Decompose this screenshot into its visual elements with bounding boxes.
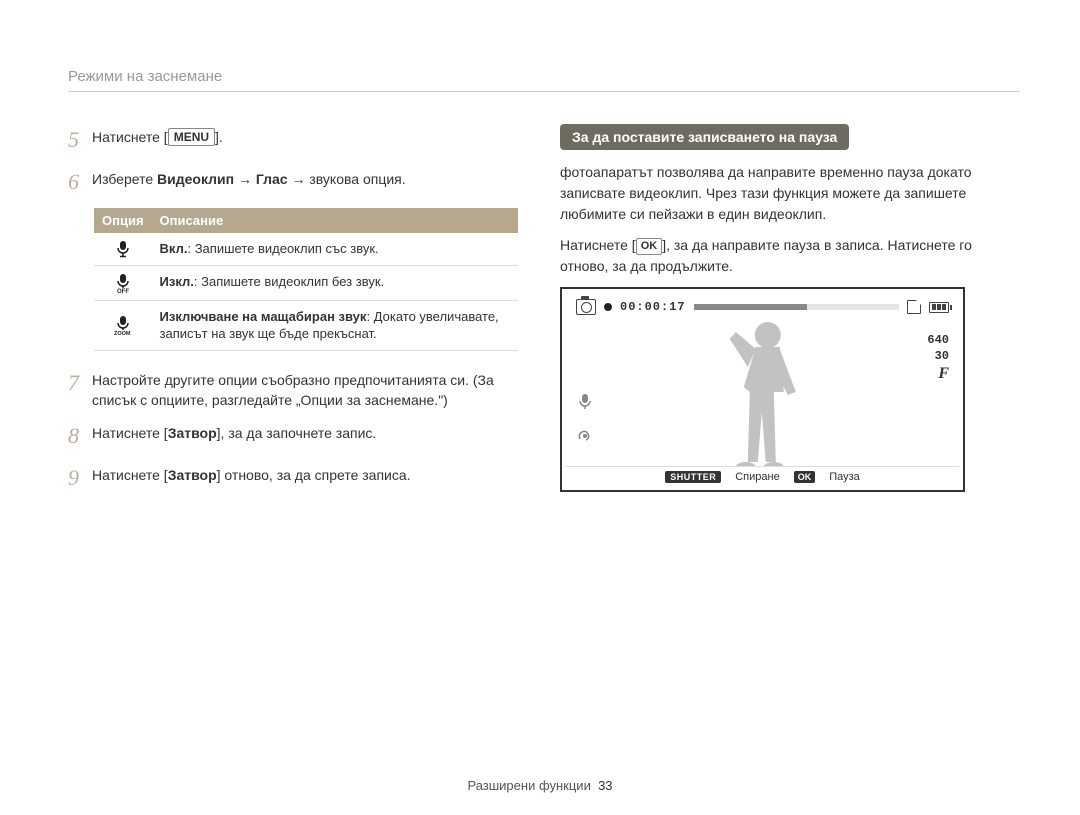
subject-silhouette: [695, 317, 815, 475]
step-body: Натиснете [Затвор], за да започнете запи…: [92, 420, 518, 443]
step-5: 5 Натиснете [MENU].: [68, 124, 518, 156]
svg-text:OFF: OFF: [117, 289, 129, 293]
step-body: Натиснете [Затвор] отново, за да спрете …: [92, 462, 518, 485]
table-header-row: Опция Описание: [94, 208, 518, 233]
ok-key-label: OK: [794, 471, 816, 483]
step-body: Настройте другите опции съобразно предпо…: [92, 367, 518, 411]
progress-fill: [694, 304, 807, 310]
step-text: ], за да започнете запис.: [217, 425, 377, 441]
resolution-indicator: 640: [927, 333, 949, 349]
step-number: 7: [68, 367, 92, 399]
footer-label: Разширени функции: [467, 778, 590, 793]
step-8: 8 Натиснете [Затвор], за да започнете за…: [68, 420, 518, 452]
step-body: Изберете Видеоклип → Глас → звукова опци…: [92, 166, 518, 189]
svg-text:ZOOM: ZOOM: [114, 331, 131, 335]
table-header: Опция: [94, 208, 152, 233]
option-bold: Вкл.: [160, 241, 188, 256]
section-header: Режими на заснемане: [68, 68, 1020, 85]
step-6: 6 Изберете Видеоклип → Глас → звукова оп…: [68, 166, 518, 198]
step-text: ] отново, за да спрете записа.: [217, 467, 411, 483]
lcd-left-indicators: [576, 393, 594, 443]
option-icon-cell: OFF: [94, 265, 152, 300]
page-footer: Разширени функции 33: [0, 778, 1080, 793]
step-text: ].: [215, 129, 223, 145]
option-icon-cell: [94, 233, 152, 266]
memory-card-icon: [907, 300, 921, 314]
option-bold: Изключване на мащабиран звук: [160, 309, 367, 324]
table-header: Описание: [152, 208, 518, 233]
right-column: За да поставите записването на пауза фот…: [560, 124, 1002, 504]
two-column-layout: 5 Натиснете [MENU]. 6 Изберете Видеоклип…: [68, 124, 1020, 504]
step-bold: Глас: [256, 171, 288, 187]
fps-number: 30: [935, 349, 949, 363]
page-number: 33: [598, 778, 612, 793]
step-bold: Видеоклип: [157, 171, 234, 187]
step-9: 9 Натиснете [Затвор] отново, за да спрет…: [68, 462, 518, 494]
step-text: Натиснете [: [92, 467, 168, 483]
option-text: : Запишете видеоклип без звук.: [194, 274, 384, 289]
step-text: →: [234, 171, 256, 187]
step-bold: Затвор: [168, 425, 217, 441]
step-text: Натиснете [: [92, 425, 168, 441]
step-text: Натиснете [: [92, 129, 168, 145]
step-7: 7 Настройте другите опции съобразно пред…: [68, 367, 518, 411]
paragraph: Натиснете [OK], за да направите пауза в …: [560, 235, 1002, 277]
divider: [68, 91, 1020, 92]
lcd-inner: 00:00:17 640 30 F: [566, 293, 959, 486]
progress-bar: [694, 304, 899, 310]
stop-label: Спиране: [735, 471, 779, 483]
fps-indicator: 30: [927, 349, 949, 365]
fps-symbol: F: [927, 364, 949, 385]
left-column: 5 Натиснете [MENU]. 6 Изберете Видеоклип…: [68, 124, 518, 504]
pause-heading: За да поставите записването на пауза: [560, 124, 849, 150]
record-dot-icon: [604, 303, 612, 311]
step-number: 6: [68, 166, 92, 198]
paragraph: фотоапаратът позволява да направите врем…: [560, 162, 1002, 225]
microphone-status-icon: [576, 393, 594, 411]
para-text: Натиснете [: [560, 237, 636, 253]
option-desc: Изключване на мащабиран звук: Докато уве…: [152, 300, 518, 350]
pause-label: Пауза: [829, 471, 860, 483]
microphone-on-icon: [102, 240, 144, 258]
camera-icon: [576, 299, 596, 315]
option-bold: Изкл.: [160, 274, 194, 289]
battery-icon: [929, 302, 949, 313]
step-text: → звукова опция.: [288, 171, 406, 187]
table-row: OFF Изкл.: Запишете видеоклип без звук.: [94, 265, 518, 300]
record-timer: 00:00:17: [620, 300, 686, 314]
option-desc: Изкл.: Запишете видеоклип без звук.: [152, 265, 518, 300]
option-text: : Запишете видеоклип със звук.: [187, 241, 378, 256]
manual-page: Режими на заснемане 5 Натиснете [MENU]. …: [0, 0, 1080, 504]
lcd-top-bar: 00:00:17: [576, 299, 949, 315]
step-number: 9: [68, 462, 92, 494]
microphone-off-icon: OFF: [102, 273, 144, 293]
microphone-zoom-icon: ZOOM: [102, 315, 144, 335]
step-bold: Затвор: [168, 467, 217, 483]
lcd-bottom-bar: SHUTTER Спиране OK Пауза: [566, 466, 959, 486]
menu-button-label: MENU: [168, 128, 215, 146]
step-number: 5: [68, 124, 92, 156]
option-desc: Вкл.: Запишете видеоклип със звук.: [152, 233, 518, 266]
shutter-key-label: SHUTTER: [665, 471, 721, 483]
stabilizer-icon: [576, 425, 594, 443]
lcd-right-indicators: 640 30 F: [927, 333, 949, 385]
step-number: 8: [68, 420, 92, 452]
step-text: Изберете: [92, 171, 157, 187]
table-row: Вкл.: Запишете видеоклип със звук.: [94, 233, 518, 266]
ok-button-label: OK: [636, 238, 663, 255]
step-body: Натиснете [MENU].: [92, 124, 518, 147]
camera-lcd-preview: 00:00:17 640 30 F: [560, 287, 965, 492]
option-icon-cell: ZOOM: [94, 300, 152, 350]
table-row: ZOOM Изключване на мащабиран звук: Докат…: [94, 300, 518, 350]
options-table: Опция Описание Вкл.: Запишете видеоклип …: [94, 208, 518, 351]
